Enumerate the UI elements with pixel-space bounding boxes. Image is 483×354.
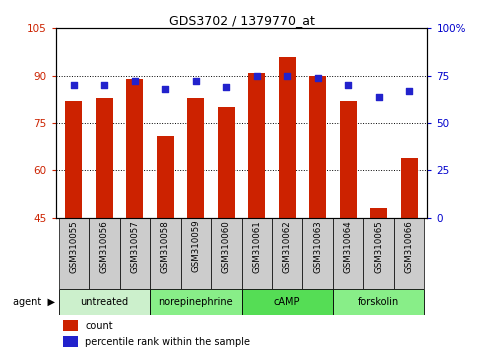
Bar [401,158,417,218]
Text: agent  ▶: agent ▶ [13,297,55,307]
Point [161,86,169,92]
Text: GSM310066: GSM310066 [405,220,413,273]
Point [284,73,291,79]
Point [222,84,230,90]
Bar [127,79,143,218]
Bar [333,289,425,315]
Text: GSM310056: GSM310056 [100,220,109,273]
Text: untreated: untreated [80,297,128,307]
Text: forskolin: forskolin [358,297,399,307]
Text: GSM310061: GSM310061 [252,220,261,273]
Point [192,79,199,84]
Text: GSM310063: GSM310063 [313,220,322,273]
Bar [333,218,363,289]
Text: GSM310060: GSM310060 [222,220,231,273]
Bar [302,218,333,289]
Bar [211,218,242,289]
Bar [120,218,150,289]
Bar [150,218,181,289]
Bar [187,98,204,218]
Text: GSM310058: GSM310058 [161,220,170,273]
Bar [63,320,78,331]
Bar [279,57,296,218]
Bar [363,218,394,289]
Point [375,94,383,99]
Text: count: count [85,321,113,331]
Bar [66,101,82,218]
Bar [340,101,356,218]
Bar [96,98,113,218]
Bar [248,73,265,218]
Bar [218,107,235,218]
Bar [370,208,387,218]
Point [314,75,322,80]
Point [100,82,108,88]
Bar [272,218,302,289]
Text: GSM310065: GSM310065 [374,220,383,273]
Text: GSM310059: GSM310059 [191,220,200,273]
Bar [63,336,78,347]
Text: percentile rank within the sample: percentile rank within the sample [85,337,250,347]
Point [405,88,413,94]
Bar [242,218,272,289]
Bar [394,218,425,289]
Bar [309,76,326,218]
Text: GSM310062: GSM310062 [283,220,292,273]
Bar [181,218,211,289]
Text: cAMP: cAMP [274,297,300,307]
Bar [242,289,333,315]
Point [344,82,352,88]
Point [131,79,139,84]
Bar [150,289,242,315]
Text: norepinephrine: norepinephrine [158,297,233,307]
Bar [58,218,89,289]
Bar [157,136,174,218]
Point [253,73,261,79]
Bar [58,289,150,315]
Text: GSM310057: GSM310057 [130,220,139,273]
Point [70,82,78,88]
Text: GSM310055: GSM310055 [70,220,78,273]
Title: GDS3702 / 1379770_at: GDS3702 / 1379770_at [169,14,314,27]
Bar [89,218,120,289]
Text: GSM310064: GSM310064 [344,220,353,273]
